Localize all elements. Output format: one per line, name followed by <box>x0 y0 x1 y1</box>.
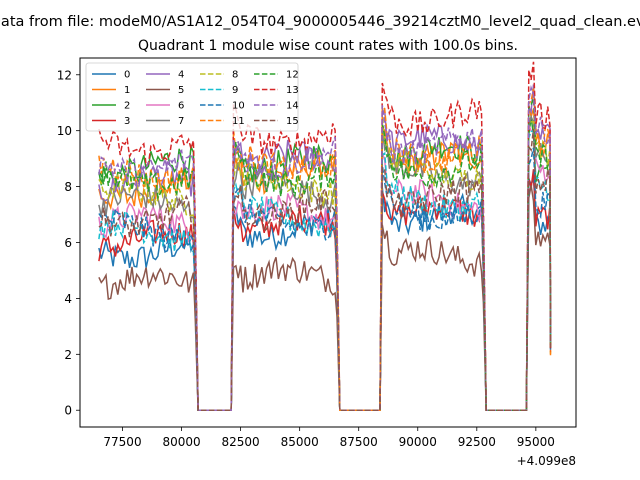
y-tick-label: 10 <box>57 124 72 138</box>
x-tick-label: 95000 <box>517 435 555 449</box>
series-line-14 <box>98 84 552 411</box>
legend-entry-label: 10 <box>232 101 245 112</box>
legend-entry-label: 6 <box>178 101 184 112</box>
y-tick-label: 0 <box>64 404 72 418</box>
legend-entry-label: 7 <box>178 116 184 127</box>
x-tick-label: 77500 <box>103 435 141 449</box>
series-line-12 <box>98 98 552 411</box>
legend-entry-label: 13 <box>286 85 299 96</box>
x-tick-label: 90000 <box>399 435 437 449</box>
y-axis: 0 2 4 6 8 10 12 <box>57 68 80 418</box>
x-axis: 77500 80000 82500 85000 87500 90000 92500 95000 <box>103 427 555 449</box>
x-tick-label: 87500 <box>340 435 378 449</box>
series-line-8 <box>98 115 552 411</box>
y-tick-label: 12 <box>57 68 72 82</box>
legend-entry-label: 14 <box>286 101 299 112</box>
legend-entry-label: 9 <box>232 85 238 96</box>
legend-entry-label: 1 <box>124 85 130 96</box>
axes-frame <box>79 57 577 428</box>
series-line-10 <box>98 147 552 411</box>
y-tick-label: 4 <box>64 292 72 306</box>
x-tick-label: 85000 <box>281 435 319 449</box>
legend-entry-label: 8 <box>232 70 238 81</box>
legend-entry-label: 5 <box>178 85 184 96</box>
x-tick-label: 82500 <box>222 435 260 449</box>
series-layer <box>98 61 552 411</box>
x-tick-label: 80000 <box>162 435 200 449</box>
y-tick-label: 2 <box>64 348 72 362</box>
legend-entry-label: 3 <box>124 116 130 127</box>
series-line-9 <box>98 129 552 411</box>
series-line-4 <box>98 84 552 411</box>
legend-frame <box>85 62 299 132</box>
legend-entry-label: 2 <box>124 101 130 112</box>
series-line-5 <box>98 185 552 411</box>
y-tick-label: 6 <box>64 236 72 250</box>
legend-entry-label: 12 <box>286 70 299 81</box>
series-line-15 <box>98 128 552 411</box>
legend-entry-label: 4 <box>178 70 184 81</box>
series-line-13 <box>98 61 552 411</box>
legend-entry-label: 0 <box>124 70 130 81</box>
x-offset-label: +4.099e8 <box>517 454 576 468</box>
y-tick-label: 8 <box>64 180 72 194</box>
legend-entry-label: 15 <box>286 116 299 127</box>
axes-title: Quadrant 1 module wise count rates with … <box>138 38 518 54</box>
legend-entry-label: 11 <box>232 116 245 127</box>
figure-suptitle: Data from file: modeM0/AS1A12_054T04_900… <box>0 14 640 30</box>
x-tick-label: 92500 <box>458 435 496 449</box>
series-line-7 <box>98 114 552 411</box>
